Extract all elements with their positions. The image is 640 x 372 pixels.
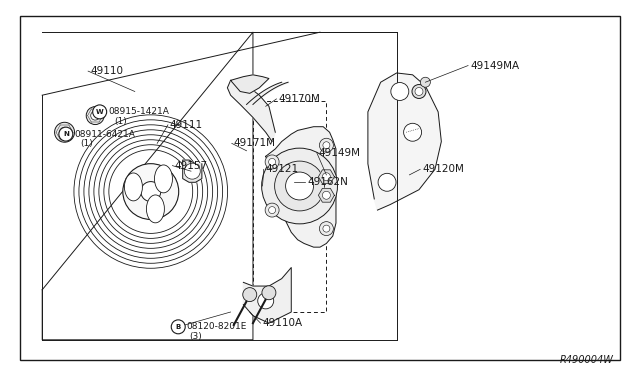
Ellipse shape	[265, 155, 279, 169]
Polygon shape	[368, 73, 442, 210]
Circle shape	[59, 127, 73, 141]
Ellipse shape	[269, 206, 276, 214]
Ellipse shape	[86, 107, 104, 125]
Text: W: W	[96, 109, 104, 115]
Ellipse shape	[124, 173, 142, 201]
Text: 49171M: 49171M	[234, 138, 276, 148]
Ellipse shape	[412, 84, 426, 99]
Text: B: B	[175, 324, 181, 330]
Ellipse shape	[91, 111, 100, 120]
Text: 49111: 49111	[170, 120, 203, 130]
Text: 49121: 49121	[266, 164, 299, 174]
Circle shape	[172, 320, 185, 334]
Text: (1): (1)	[115, 117, 127, 126]
Ellipse shape	[404, 123, 422, 141]
Ellipse shape	[60, 127, 70, 137]
Text: 49149M: 49149M	[319, 148, 361, 158]
Text: 49170M: 49170M	[278, 94, 321, 104]
Ellipse shape	[243, 288, 257, 302]
Bar	[253, 101, 326, 312]
Ellipse shape	[258, 293, 274, 309]
Ellipse shape	[319, 222, 333, 235]
Text: 49162N: 49162N	[307, 177, 348, 187]
Text: (1): (1)	[81, 139, 93, 148]
Text: (3): (3)	[189, 331, 202, 341]
Ellipse shape	[323, 142, 330, 149]
Text: 49110: 49110	[90, 66, 123, 76]
Text: 08911-6421A: 08911-6421A	[74, 129, 135, 139]
Polygon shape	[230, 75, 269, 93]
Text: N: N	[63, 131, 68, 137]
Ellipse shape	[285, 172, 314, 200]
Polygon shape	[319, 170, 334, 184]
Text: R490004W: R490004W	[560, 355, 614, 365]
Ellipse shape	[141, 182, 161, 202]
Ellipse shape	[378, 173, 396, 191]
Ellipse shape	[415, 87, 423, 96]
Ellipse shape	[323, 173, 330, 181]
Ellipse shape	[323, 191, 330, 199]
Ellipse shape	[262, 286, 276, 300]
Ellipse shape	[262, 148, 337, 224]
Text: 49110A: 49110A	[262, 318, 303, 328]
Polygon shape	[266, 127, 336, 247]
Polygon shape	[243, 267, 291, 323]
Ellipse shape	[275, 161, 324, 211]
Circle shape	[93, 105, 107, 119]
Text: 08120-8201E: 08120-8201E	[186, 322, 246, 331]
Ellipse shape	[319, 138, 333, 152]
Ellipse shape	[184, 163, 200, 179]
Ellipse shape	[123, 164, 179, 219]
Text: 49157: 49157	[174, 161, 207, 171]
Ellipse shape	[420, 77, 430, 87]
Ellipse shape	[391, 83, 409, 100]
Ellipse shape	[265, 203, 279, 217]
Polygon shape	[319, 188, 334, 202]
Ellipse shape	[323, 225, 330, 232]
Ellipse shape	[154, 165, 172, 193]
Text: 08915-1421A: 08915-1421A	[108, 108, 169, 116]
Ellipse shape	[54, 122, 74, 142]
Polygon shape	[182, 160, 202, 182]
Ellipse shape	[269, 158, 276, 166]
Ellipse shape	[147, 195, 164, 223]
Text: 49149MA: 49149MA	[470, 61, 519, 71]
Text: 49120M: 49120M	[422, 164, 464, 174]
Polygon shape	[227, 80, 275, 141]
